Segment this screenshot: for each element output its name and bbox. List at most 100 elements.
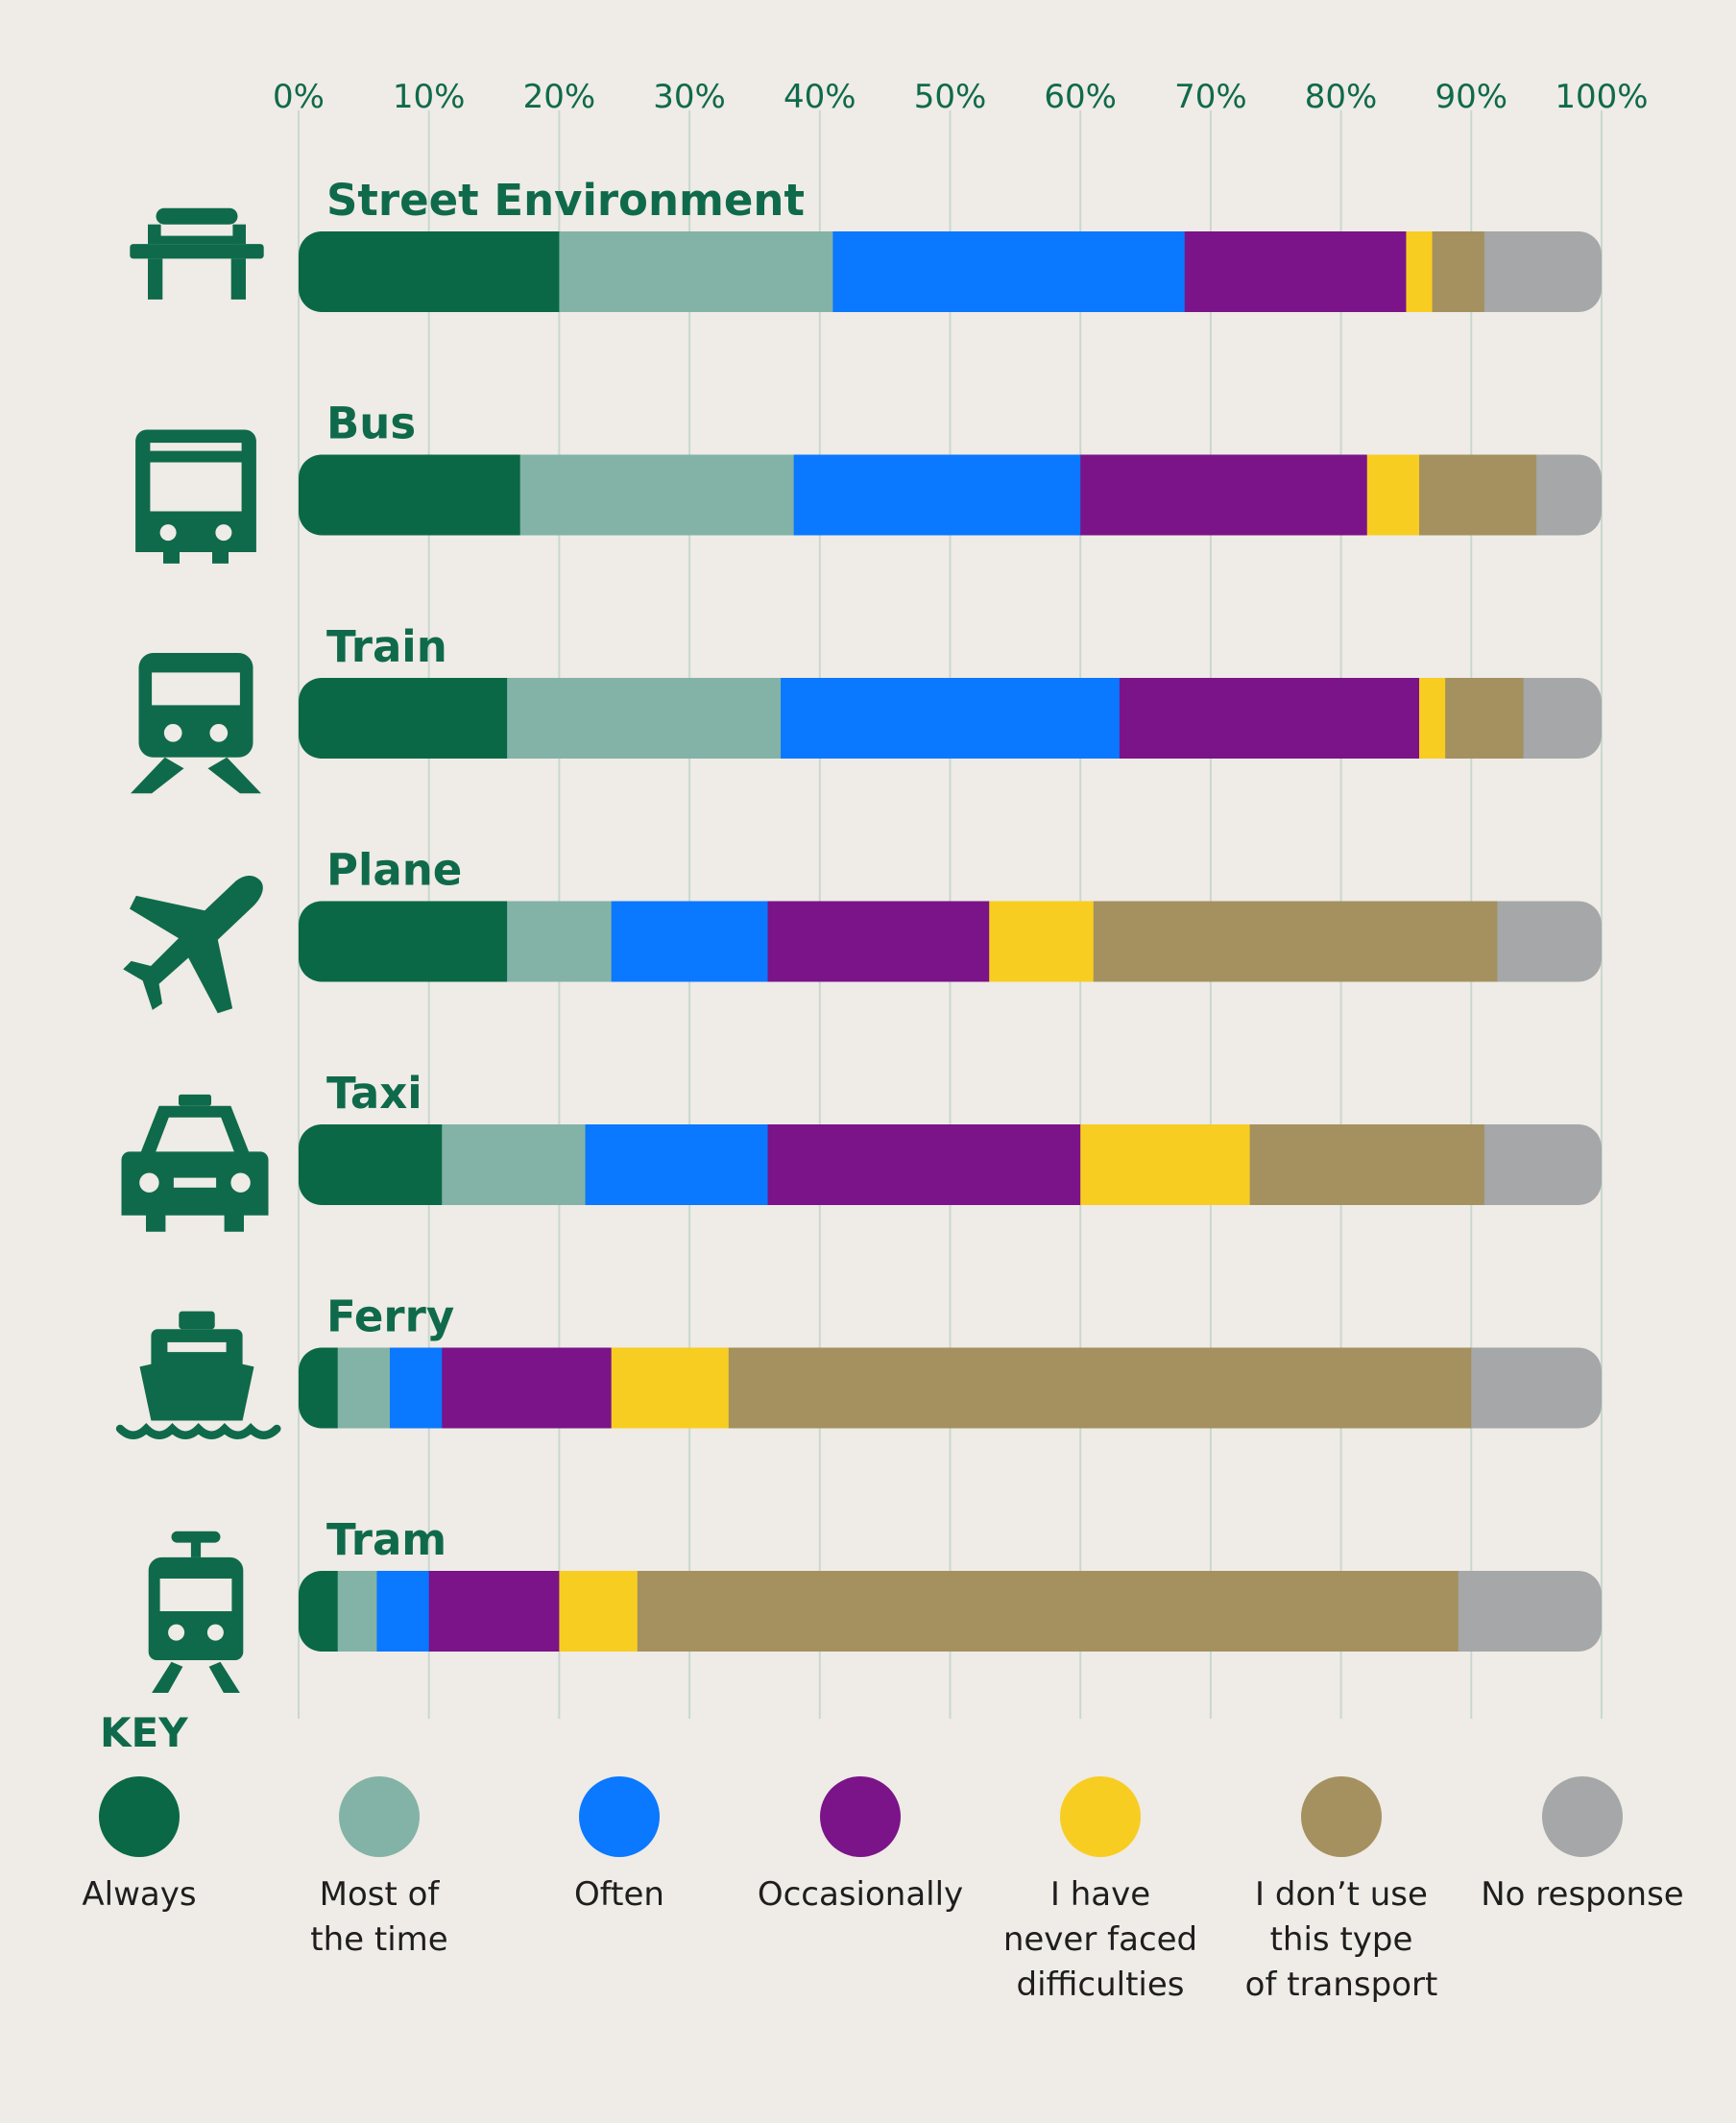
- row-label: Street Environment: [326, 175, 805, 226]
- legend-swatch: [339, 1776, 420, 1857]
- legend-label: Occasionally: [757, 1875, 964, 1914]
- bar-segment: [728, 1347, 1472, 1429]
- bar-segment: [989, 901, 1095, 982]
- bar-segment: [637, 1571, 1459, 1652]
- bus-icon: [135, 429, 256, 564]
- legend-item: Occasionally: [745, 1776, 976, 1918]
- row-label: Tram: [326, 1514, 446, 1565]
- legend-item: Always: [24, 1776, 254, 1918]
- x-tick-label: 30%: [653, 78, 726, 116]
- bar-segment: [1093, 901, 1499, 982]
- bar-row: Bus: [135, 398, 1602, 564]
- legend-swatch: [1060, 1776, 1141, 1857]
- x-tick-label: 40%: [784, 78, 856, 116]
- bar-row: Tram: [148, 1514, 1602, 1693]
- bar-row: Train: [131, 621, 1602, 794]
- bar-segment: [767, 1124, 1081, 1205]
- legend-item: I don’t use this type of transport: [1226, 1776, 1457, 2008]
- bar-segment: [1445, 678, 1525, 759]
- row-label: Ferry: [326, 1291, 454, 1342]
- bar-segment: [559, 231, 833, 312]
- bar-segment: [299, 231, 560, 312]
- row-label: Taxi: [326, 1068, 422, 1119]
- bar-segment: [376, 1571, 430, 1652]
- x-tick-label: 20%: [523, 78, 596, 116]
- bar-segment: [1497, 901, 1602, 982]
- bar-segment: [299, 454, 521, 536]
- legend-swatch: [99, 1776, 180, 1857]
- stacked-bar-chart: 0% 10% 20% 30% 40% 50% 60% 70% 80% 90% 100% Street…: [115, 78, 1649, 1719]
- plane-icon: [123, 875, 263, 1014]
- ferry-icon: [115, 1311, 281, 1440]
- bar-segment: [1536, 454, 1602, 536]
- bar-segment: [1458, 1571, 1602, 1652]
- legend-swatch: [820, 1776, 901, 1857]
- taxi-icon: [121, 1094, 269, 1232]
- row-label: Plane: [326, 845, 462, 896]
- row-label: Bus: [326, 398, 416, 449]
- legend-label: I have never faced difficulties: [1002, 1875, 1198, 2004]
- bar-segment: [507, 678, 782, 759]
- legend-item: No response: [1467, 1776, 1698, 1918]
- bar-segment: [389, 1347, 443, 1429]
- tram-icon: [148, 1531, 244, 1693]
- bar-segment: [1419, 678, 1446, 759]
- bar-segment: [442, 1347, 613, 1429]
- legend-label: Always: [82, 1875, 197, 1914]
- legend-swatch: [1542, 1776, 1623, 1857]
- bar-segment: [1406, 231, 1434, 312]
- bar-segment: [337, 1571, 378, 1652]
- bar-row: Ferry: [115, 1291, 1602, 1440]
- bar-segment: [1419, 454, 1537, 536]
- legend-item: Most of the time: [264, 1776, 494, 1963]
- legend: Always Most of the time Often Occasionally I…: [0, 1776, 1736, 2064]
- bar-segment: [337, 1347, 391, 1429]
- bar-segment: [299, 1347, 339, 1429]
- bar-segment: [1119, 678, 1420, 759]
- bar-segment: [1483, 1124, 1602, 1205]
- bar-segment: [1249, 1124, 1485, 1205]
- legend-item: Often: [504, 1776, 735, 1918]
- x-tick-label: 0%: [273, 78, 325, 116]
- bar-rows: Street Environment Bus Train Plane Taxi Ferry…: [115, 175, 1602, 1693]
- row-label: Train: [326, 621, 447, 672]
- bar-row: Street Environment: [130, 175, 1602, 312]
- bar-segment: [442, 1124, 587, 1205]
- bar-segment: [611, 901, 769, 982]
- bar-segment: [767, 901, 990, 982]
- legend-label: I don’t use this type of transport: [1244, 1875, 1438, 2004]
- bar-segment: [519, 454, 795, 536]
- bar-segment: [559, 1571, 639, 1652]
- bar-segment: [1523, 678, 1602, 759]
- bar-segment: [611, 1347, 730, 1429]
- bar-segment: [507, 901, 613, 982]
- bar-segment: [1184, 231, 1408, 312]
- bar-segment: [299, 1124, 443, 1205]
- x-tick-label: 80%: [1305, 78, 1378, 116]
- x-tick-label: 70%: [1174, 78, 1247, 116]
- bar-segment: [428, 1571, 560, 1652]
- bar-row: Plane: [123, 845, 1602, 1014]
- bar-segment: [781, 678, 1121, 759]
- bench-icon: [130, 207, 264, 300]
- bar-segment: [1080, 1124, 1251, 1205]
- bar-segment: [1471, 1347, 1602, 1429]
- x-tick-label: 60%: [1044, 78, 1117, 116]
- legend-label: Often: [574, 1875, 664, 1914]
- legend-label: Most of the time: [310, 1875, 448, 1959]
- bar-row: Taxi: [121, 1068, 1602, 1232]
- key-title: KEY: [100, 1709, 188, 1756]
- train-icon: [131, 653, 261, 794]
- legend-label: No response: [1481, 1875, 1684, 1914]
- bar-segment: [585, 1124, 769, 1205]
- bar-segment: [1080, 454, 1368, 536]
- x-tick-label: 90%: [1435, 78, 1508, 116]
- legend-swatch: [1301, 1776, 1382, 1857]
- bar-segment: [299, 678, 508, 759]
- bar-segment: [793, 454, 1081, 536]
- legend-item: I have never faced difficulties: [985, 1776, 1216, 2008]
- bar-segment: [299, 901, 508, 982]
- x-tick-label: 10%: [393, 78, 466, 116]
- bar-segment: [1432, 231, 1485, 312]
- bar-segment: [299, 1571, 339, 1652]
